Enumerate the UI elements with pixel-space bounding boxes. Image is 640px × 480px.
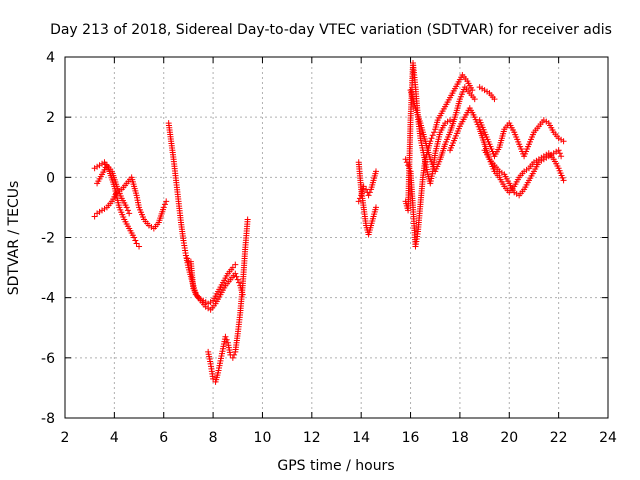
x-tick-label: 22 (550, 430, 568, 446)
y-tick-label: 0 (46, 170, 55, 186)
y-tick-label: -6 (41, 351, 55, 367)
x-tick-label: 10 (254, 430, 272, 446)
y-tick-label: -4 (41, 291, 55, 307)
x-tick-label: 16 (402, 430, 420, 446)
x-tick-label: 4 (110, 430, 119, 446)
chart-background (0, 0, 640, 480)
x-tick-label: 20 (500, 430, 518, 446)
x-tick-label: 2 (61, 430, 70, 446)
x-tick-label: 24 (599, 430, 617, 446)
y-tick-label: -2 (41, 231, 55, 247)
y-tick-label: -8 (41, 411, 55, 427)
x-axis-label: GPS time / hours (277, 458, 394, 474)
x-tick-label: 8 (209, 430, 218, 446)
sdtvar-chart: 2 4 6 8 10 12 14 16 18 20 22 24-8-6-4-2024 Day 213 … (0, 0, 640, 480)
y-tick-label: 2 (46, 110, 55, 126)
y-axis-label: SDTVAR / TECUs (6, 181, 22, 296)
x-tick-label: 6 (159, 430, 168, 446)
x-tick-label: 18 (451, 430, 469, 446)
x-tick-label: 14 (352, 430, 370, 446)
x-tick-label: 12 (303, 430, 321, 446)
y-tick-label: 4 (46, 50, 55, 66)
chart-title: Day 213 of 2018, Sidereal Day-to-day VTE… (50, 22, 612, 38)
